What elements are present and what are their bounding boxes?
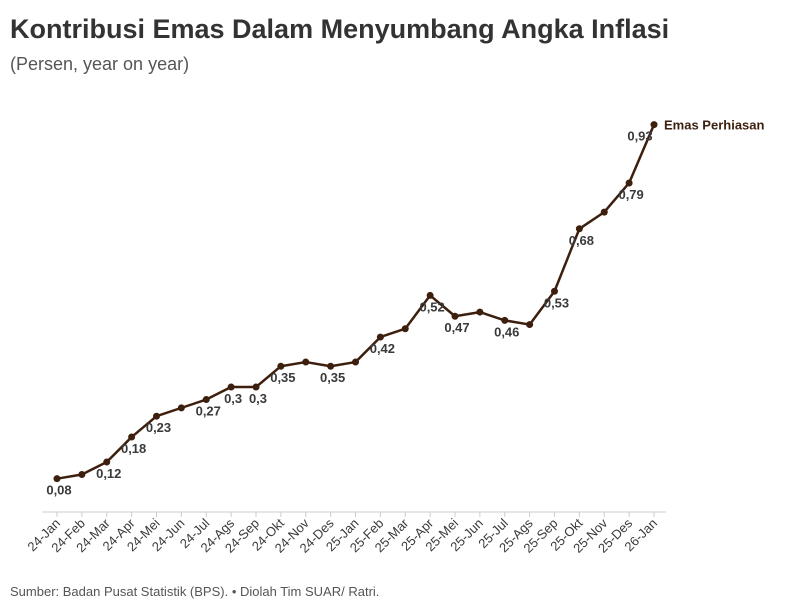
source-note: Sumber: Badan Pusat Statistik (BPS). • D…: [10, 584, 379, 599]
data-label: 0,12: [96, 466, 121, 481]
data-label: 0,46: [494, 324, 519, 339]
data-point: [327, 362, 335, 370]
data-point: [227, 383, 235, 391]
data-point: [302, 358, 310, 366]
data-label: 0,35: [320, 370, 345, 385]
data-point: [476, 308, 484, 316]
data-point: [650, 121, 658, 129]
data-point: [426, 291, 434, 299]
data-point: [177, 404, 185, 412]
series-name: Emas Perhiasan: [664, 118, 765, 133]
data-point: [501, 316, 509, 324]
data-label: 0,27: [196, 404, 221, 419]
data-point: [202, 396, 210, 404]
data-point: [551, 287, 558, 295]
data-point: [625, 179, 633, 187]
data-label: 0,35: [270, 370, 295, 385]
data-point: [401, 325, 409, 333]
data-point: [277, 362, 285, 370]
data-label: 0,52: [419, 299, 444, 314]
data-label: 0,68: [569, 233, 594, 248]
data-label: 0,93: [627, 129, 652, 144]
data-point: [352, 358, 359, 366]
data-point: [526, 321, 534, 329]
data-point: [103, 458, 111, 466]
data-point: [252, 383, 260, 391]
chart-subtitle: (Persen, year on year): [10, 54, 189, 74]
data-label: 0,42: [370, 341, 395, 356]
data-point: [575, 225, 583, 233]
data-label: 0,18: [121, 441, 146, 456]
data-point: [451, 312, 459, 320]
data-label: 0,47: [444, 320, 469, 335]
data-label: 0,3: [249, 391, 267, 406]
chart-title: Kontribusi Emas Dalam Menyumbang Angka I…: [10, 14, 669, 44]
data-point: [376, 333, 384, 341]
data-label: 0,3: [224, 391, 242, 406]
data-label: 0,08: [46, 483, 71, 498]
data-label: 0,53: [544, 295, 569, 310]
data-point: [53, 475, 61, 483]
data-point: [153, 412, 160, 420]
data-label: 0,23: [146, 420, 171, 435]
data-label: 0,79: [618, 187, 643, 202]
data-point: [128, 433, 136, 441]
data-point: [78, 471, 86, 479]
data-point: [600, 208, 608, 216]
